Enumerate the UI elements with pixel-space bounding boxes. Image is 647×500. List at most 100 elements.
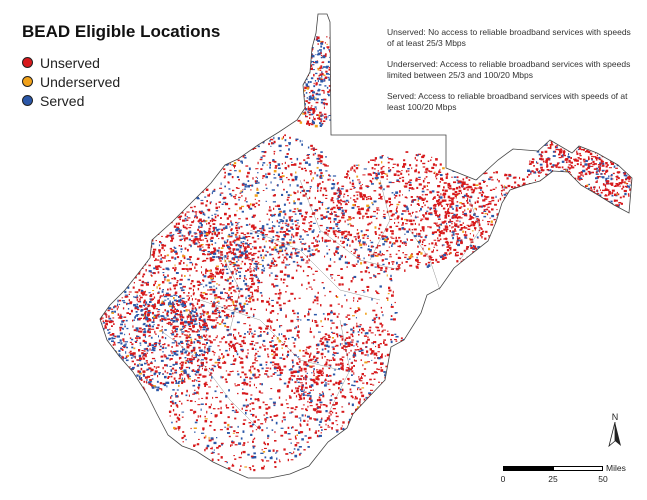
location-dot [175,404,178,407]
location-dot [239,244,243,247]
location-dot [322,392,324,395]
location-dot [256,188,259,191]
location-dot [217,453,220,455]
location-dot [228,389,230,392]
location-dot [204,344,207,346]
location-dot [342,41,346,44]
location-dot [208,281,212,284]
location-dot [277,363,280,366]
location-dot [152,250,156,253]
location-dot [326,65,329,68]
location-dot [212,281,216,283]
location-dot [309,196,311,199]
location-dot [207,243,211,247]
location-dot [138,349,141,352]
location-dot [206,239,209,243]
location-dot [306,255,308,258]
location-dot [217,300,220,302]
location-dot [117,305,119,309]
location-dot [268,227,271,229]
location-dot [318,200,320,203]
location-dot [230,403,234,405]
location-dot [167,303,170,306]
location-dot [185,350,188,352]
location-dot [303,72,307,75]
location-dot [147,324,149,327]
location-dot [221,353,223,356]
location-dot [273,71,277,74]
location-dot [242,404,246,407]
location-dot [274,225,276,228]
location-dot [301,190,305,192]
location-dot [261,259,264,262]
location-dot [108,337,111,340]
location-dot [235,234,238,236]
location-dot [144,261,146,264]
location-dot [219,166,223,168]
location-dot [234,256,238,259]
location-dot [207,349,211,352]
location-dot [194,338,197,341]
location-dot [371,319,375,321]
location-dot [263,441,266,444]
location-dot [281,193,284,196]
location-dot [285,314,287,317]
location-dot [188,375,191,378]
location-dot [184,213,187,215]
location-dot [264,447,267,449]
location-dot [198,398,200,400]
location-dot [335,247,339,250]
location-dot [233,258,235,261]
location-dot [276,92,278,94]
location-dot [307,107,311,111]
location-dot [186,318,188,320]
location-dot [312,121,315,125]
location-dot [212,255,216,259]
location-dot [217,309,219,311]
location-dot [184,268,187,270]
location-dot [121,356,124,359]
location-dot [183,189,186,193]
location-dot [297,190,299,193]
location-dot [174,250,178,253]
location-dot [142,255,144,258]
location-dot [308,63,311,66]
location-dot [279,368,282,372]
location-dot [298,453,301,456]
location-dot [291,107,294,110]
location-dot [109,320,111,322]
location-dot [285,224,288,227]
location-dot [106,320,109,323]
location-dot [257,145,260,148]
location-dot [355,77,359,81]
location-dot [317,430,320,432]
location-dot [275,66,278,68]
location-dot [172,267,175,269]
location-dot [214,275,216,278]
location-dot [283,419,286,421]
location-dot [125,359,129,362]
location-dot [248,297,250,300]
location-dot [254,274,258,277]
location-dot [242,236,246,240]
location-dot [269,85,271,88]
location-dot [122,282,124,285]
location-dot [168,302,172,304]
location-dot [232,249,234,252]
location-dot [215,165,219,167]
location-dot [182,323,184,326]
location-dot [239,207,241,209]
location-dot [268,142,270,146]
location-dot [151,348,155,351]
location-dot [188,297,190,299]
location-dot [146,349,149,352]
location-dot [308,247,311,250]
location-dot [231,146,233,149]
location-dot [208,367,211,370]
location-dot [347,101,350,104]
location-dot [265,407,269,410]
location-dot [325,53,327,56]
location-dot [233,315,235,317]
location-dot [302,112,305,115]
location-dot [135,327,139,330]
